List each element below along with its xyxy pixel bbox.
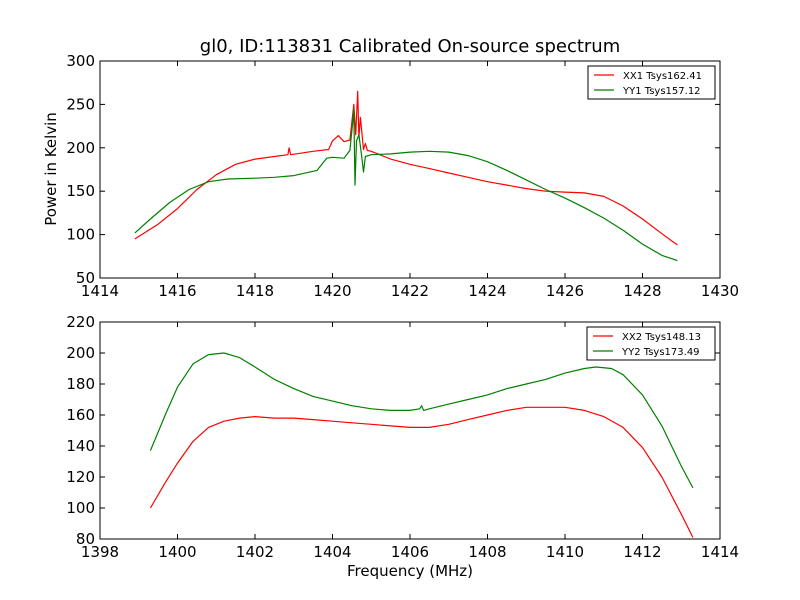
y-tick-label: 120 [66,468,95,486]
y-tick-label: 150 [66,182,95,200]
x-tick-label: 1402 [236,543,274,561]
legend-entry: XX2 Tsys148.13 [622,332,701,343]
bottom-panel: 1398 1400 1402 1404 1406 1408 1410 1412 1414 80 10… [66,313,739,561]
x-tick-label: 1430 [701,282,739,300]
x-tick-label: 1404 [313,543,351,561]
x-tick-label: 1398 [81,543,119,561]
y-tick-label: 50 [76,269,95,287]
x-tick-label: 1408 [468,543,506,561]
y-tick-label: 250 [66,95,95,113]
y-tick-label: 100 [66,499,95,517]
x-tick-label: 1400 [158,543,196,561]
x-tick-label: 1416 [158,282,196,300]
x-tick-label: 1426 [546,282,584,300]
x-tick-label: 1412 [623,543,661,561]
y-tick-label: 200 [66,344,95,362]
y-tick-label: 160 [66,406,95,424]
x-tick-label: 1414 [701,543,739,561]
chart-title: gl0, ID:113831 Calibrated On-source spec… [200,36,620,57]
y-tick-label: 200 [66,139,95,157]
legend-box [586,326,716,361]
y-tick-label: 220 [66,313,95,331]
legend-entry: YY1 Tsys157.12 [622,86,701,97]
x-tick-label: 1422 [391,282,429,300]
x-tick-label: 1420 [313,282,351,300]
legend: XX2 Tsys148.13 YY2 Tsys173.49 [586,326,716,361]
legend: XX1 Tsys162.41 YY1 Tsys157.12 [587,65,716,100]
series-line-xx [134,90,678,246]
series-line-yy [149,352,694,489]
legend-entry: XX1 Tsys162.41 [623,71,702,82]
y-tick-label: 300 [66,52,95,70]
y-tick-label: 180 [66,375,95,393]
y-tick-label: 80 [76,530,95,548]
series-line-yy [134,108,678,262]
top-panel: 1414 1416 1418 1420 1422 1424 1426 1428 1430 50 10… [66,52,739,300]
x-tick-label: 1424 [468,282,506,300]
legend-entry: YY2 Tsys173.49 [621,347,700,358]
x-tick-label: 1406 [391,543,429,561]
x-tick-label: 1428 [623,282,661,300]
x-tick-label: 1418 [236,282,274,300]
y-tick-label: 140 [66,437,95,455]
x-axis-label: Frequency (MHz) [347,562,473,580]
x-tick-label: 1414 [81,282,119,300]
x-tick-label: 1410 [546,543,584,561]
y-axis-label: Power in Kelvin [42,112,60,226]
y-tick-label: 100 [66,226,95,244]
legend-box [587,65,716,100]
series-line-xx [149,406,694,538]
